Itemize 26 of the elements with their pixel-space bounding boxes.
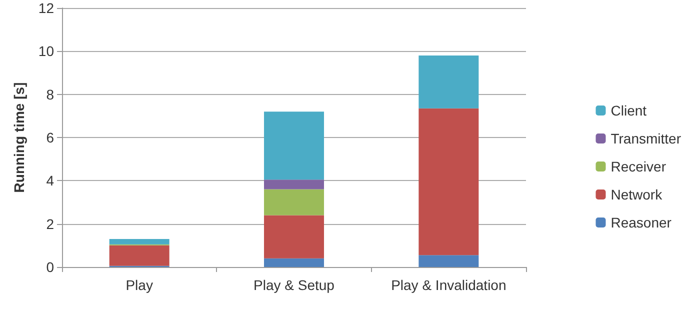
y-tick-label: 0 bbox=[46, 259, 54, 275]
bar bbox=[264, 215, 324, 258]
y-tick-label: 4 bbox=[46, 172, 54, 189]
y-tick-label: 10 bbox=[38, 43, 54, 60]
y-axis-title: Running time [s] bbox=[11, 82, 27, 193]
x-tick-label: Play & Setup bbox=[254, 277, 335, 293]
bar bbox=[418, 55, 479, 108]
bar bbox=[264, 258, 324, 267]
legend-label: Receiver bbox=[610, 158, 666, 174]
x-tick-label: Play bbox=[126, 277, 153, 293]
bar bbox=[109, 238, 170, 244]
legend-label: Network bbox=[610, 186, 664, 202]
bar bbox=[264, 112, 324, 180]
x-tick-label: Play & Invalidation bbox=[391, 277, 506, 293]
y-tick-label: 12 bbox=[38, 0, 54, 16]
bar bbox=[264, 180, 324, 190]
legend-label: Reasoner bbox=[610, 214, 672, 230]
y-tick-label: 8 bbox=[46, 86, 54, 102]
y-tick-label: 2 bbox=[46, 216, 54, 232]
y-tick-label: 6 bbox=[46, 130, 54, 146]
legend-label: Client bbox=[610, 102, 647, 118]
legend-label: Transmitter bbox=[610, 130, 682, 146]
bar bbox=[418, 255, 479, 267]
bar bbox=[418, 108, 479, 256]
bar bbox=[264, 189, 324, 216]
bar bbox=[109, 245, 170, 266]
